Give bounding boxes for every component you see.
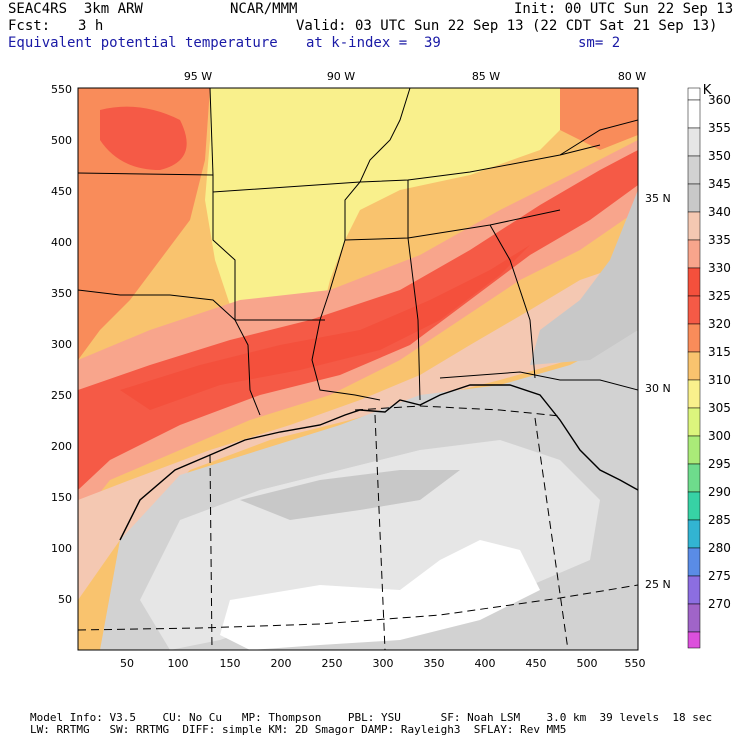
filled-contours (78, 88, 638, 650)
y-tick: 300 (51, 338, 72, 351)
colorbar-label: 345 (708, 177, 731, 191)
x-axis-ticks: 50 100 150 200 250 300 350 400 450 500 5… (120, 657, 646, 670)
colorbar-swatch (687, 323, 701, 353)
x-tick: 350 (424, 657, 445, 670)
y-axis-ticks: 550 500 450 400 350 300 250 200 150 100 … (51, 83, 72, 606)
colorbar-unit: K (703, 83, 712, 98)
y-tick: 500 (51, 134, 72, 147)
model-info-line2: LW: RRTMG SW: RRTMG DIFF: simple KM: 2D … (30, 723, 567, 736)
colorbar-label: 340 (708, 205, 731, 219)
x-tick: 450 (526, 657, 547, 670)
colorbar-label: 310 (708, 373, 731, 387)
theta-e-map: 95 W 90 W 85 W 80 W 35 N 30 N 25 N 50 10… (51, 70, 731, 670)
x-tick: 200 (271, 657, 292, 670)
x-tick: 150 (220, 657, 241, 670)
colorbar-swatch (687, 379, 701, 409)
colorbar-label: 360 (708, 93, 731, 107)
lon-label-95w: 95 W (184, 70, 212, 83)
colorbar-swatch (687, 603, 701, 633)
field-name: Equivalent potential temperature (8, 35, 278, 51)
colorbar-label: 330 (708, 261, 731, 275)
lat-label-30n: 30 N (645, 382, 671, 395)
x-tick: 50 (120, 657, 134, 670)
x-tick: 300 (373, 657, 394, 670)
colorbar-swatch (687, 239, 701, 269)
colorbar-swatch (687, 211, 701, 241)
colorbar-label: 300 (708, 429, 731, 443)
model-title: SEAC4RS 3km ARW (8, 1, 143, 17)
y-tick: 100 (51, 542, 72, 555)
colorbar-swatch (687, 575, 701, 605)
colorbar-label: 350 (708, 149, 731, 163)
x-tick: 400 (475, 657, 496, 670)
y-tick: 350 (51, 287, 72, 300)
colorbar: K 360 355 350 345 340 335 330 325 320 315 310 305 30… (687, 83, 731, 649)
y-tick: 150 (51, 491, 72, 504)
organization-label: NCAR/MMM (230, 1, 298, 17)
x-tick: 100 (168, 657, 189, 670)
colorbar-label: 290 (708, 485, 731, 499)
lat-label-25n: 25 N (645, 578, 671, 591)
colorbar-swatch (687, 99, 701, 129)
colorbar-label: 305 (708, 401, 731, 415)
x-tick: 250 (322, 657, 343, 670)
colorbar-label: 315 (708, 345, 731, 359)
colorbar-swatch (687, 631, 701, 649)
colorbar-swatch (687, 267, 701, 297)
colorbar-label: 285 (708, 513, 731, 527)
y-tick: 200 (51, 440, 72, 453)
colorbar-swatch (687, 491, 701, 521)
init-time: Init: 00 UTC Sun 22 Sep 13 (514, 1, 734, 17)
map-frame (77, 87, 639, 651)
y-tick: 550 (51, 83, 72, 96)
colorbar-swatch (687, 463, 701, 493)
smoothing-label: sm= 2 (578, 35, 621, 51)
colorbar-label: 325 (708, 289, 731, 303)
colorbar-label: 275 (708, 569, 731, 583)
y-tick: 450 (51, 185, 72, 198)
colorbar-swatch (687, 351, 701, 381)
colorbar-swatch (687, 547, 701, 577)
valid-time: Valid: 03 UTC Sun 22 Sep 13 (22 CDT Sat … (296, 18, 718, 34)
colorbar-label: 320 (708, 317, 731, 331)
colorbar-swatch (687, 87, 701, 101)
colorbar-label: 335 (708, 233, 731, 247)
colorbar-label: 355 (708, 121, 731, 135)
colorbar-swatch (687, 155, 701, 185)
colorbar-swatch (687, 519, 701, 549)
level-label: at k-index = 39 (306, 35, 441, 51)
lon-label-85w: 85 W (472, 70, 500, 83)
lat-label-35n: 35 N (645, 192, 671, 205)
colorbar-swatch (687, 127, 701, 157)
colorbar-swatch (687, 435, 701, 465)
y-tick: 250 (51, 389, 72, 402)
colorbar-swatch (687, 183, 701, 213)
y-tick: 400 (51, 236, 72, 249)
forecast-hour: 3 h (78, 18, 104, 34)
y-tick: 50 (58, 593, 72, 606)
colorbar-swatch (687, 407, 701, 437)
x-tick: 550 (625, 657, 646, 670)
colorbar-label: 280 (708, 541, 731, 555)
colorbar-label: 270 (708, 597, 731, 611)
x-tick: 500 (577, 657, 598, 670)
colorbar-label: 295 (708, 457, 731, 471)
lon-label-90w: 90 W (327, 70, 355, 83)
forecast-label: Fcst: (8, 18, 51, 34)
lon-label-80w: 80 W (618, 70, 646, 83)
colorbar-swatch (687, 295, 701, 325)
model-info-line1: Model Info: V3.5 CU: No Cu MP: Thompson … (30, 711, 713, 724)
